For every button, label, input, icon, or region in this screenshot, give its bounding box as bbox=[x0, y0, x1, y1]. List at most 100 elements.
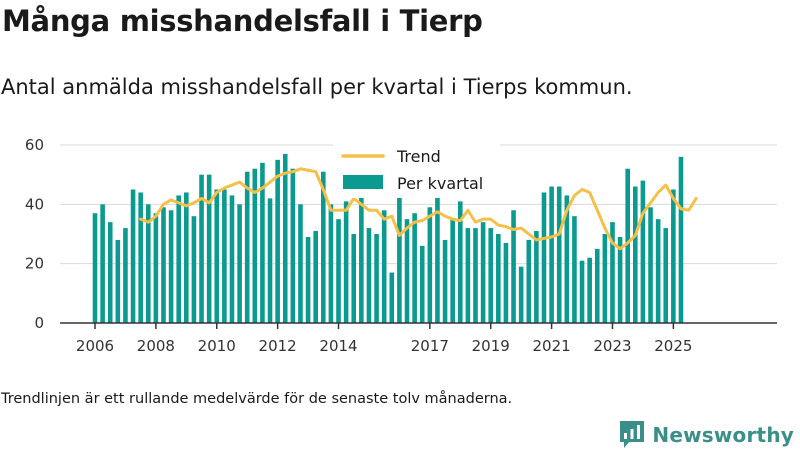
bar bbox=[214, 189, 220, 323]
quarterly-assault-chart: 0 20 40 60 2006 2008 2010 2012 2014 2017 2019 2021 2… bbox=[25, 136, 777, 355]
bar bbox=[655, 219, 661, 323]
bar bbox=[161, 207, 166, 323]
bar bbox=[168, 210, 174, 323]
bar bbox=[138, 192, 143, 323]
bar bbox=[404, 219, 410, 323]
bar bbox=[488, 228, 494, 323]
bar bbox=[298, 204, 303, 323]
bar bbox=[579, 260, 585, 323]
bar bbox=[222, 189, 227, 323]
bar bbox=[496, 234, 501, 323]
bar bbox=[321, 171, 326, 323]
bar bbox=[343, 201, 349, 323]
bar bbox=[678, 156, 684, 323]
bar bbox=[130, 189, 136, 323]
bar bbox=[282, 153, 288, 323]
bar bbox=[412, 213, 417, 323]
bar bbox=[572, 216, 577, 323]
bar bbox=[191, 216, 197, 323]
bar bbox=[435, 183, 440, 323]
bar bbox=[260, 162, 265, 323]
bar bbox=[480, 222, 486, 323]
bar bbox=[107, 222, 113, 323]
bar bbox=[663, 228, 669, 323]
trend-series bbox=[139, 167, 698, 251]
bar bbox=[328, 204, 334, 323]
x-tick-label: 2019 bbox=[472, 337, 510, 355]
bar bbox=[610, 222, 615, 323]
axes: 0 20 40 60 2006 2008 2010 2012 2014 2017 2019 2021 2… bbox=[25, 136, 777, 355]
bar bbox=[123, 228, 128, 323]
bar bbox=[313, 231, 318, 323]
bar bbox=[359, 183, 364, 323]
bar bbox=[549, 186, 554, 323]
bar bbox=[442, 239, 448, 323]
x-tick-label: 2014 bbox=[319, 337, 357, 355]
bar bbox=[419, 245, 425, 323]
bar bbox=[450, 219, 455, 323]
bar bbox=[290, 168, 296, 323]
newsworthy-logo-icon bbox=[620, 421, 645, 448]
bar bbox=[511, 210, 516, 323]
bar bbox=[237, 204, 242, 323]
y-tick-label: 20 bbox=[25, 255, 44, 273]
brand-name: Newsworthy bbox=[652, 422, 794, 447]
bar bbox=[115, 239, 121, 323]
x-tick-label: 2006 bbox=[76, 337, 114, 355]
bar bbox=[617, 236, 623, 323]
bar bbox=[427, 207, 433, 323]
brand-logo: Newsworthy bbox=[620, 421, 794, 448]
x-tick-label: 2023 bbox=[593, 337, 631, 355]
bar bbox=[526, 239, 532, 323]
bar bbox=[275, 159, 280, 323]
bar bbox=[100, 204, 105, 323]
x-tick-label: 2021 bbox=[533, 337, 571, 355]
bar bbox=[244, 171, 250, 323]
trend-line bbox=[139, 167, 698, 251]
bar bbox=[473, 228, 478, 323]
y-tick-label: 60 bbox=[25, 136, 44, 154]
bar bbox=[267, 198, 273, 323]
y-tick-label: 0 bbox=[34, 314, 44, 332]
bar bbox=[366, 228, 372, 323]
bar bbox=[602, 234, 608, 323]
bar bbox=[397, 189, 402, 323]
bar bbox=[541, 192, 547, 323]
bar bbox=[92, 213, 98, 323]
bar bbox=[336, 219, 341, 323]
bar bbox=[374, 234, 379, 323]
bar bbox=[145, 204, 151, 323]
bar bbox=[518, 266, 524, 323]
x-tick-label: 2012 bbox=[259, 337, 297, 355]
bar bbox=[625, 168, 630, 323]
bar bbox=[351, 234, 357, 323]
bar bbox=[633, 186, 638, 323]
bar bbox=[640, 180, 646, 323]
bar bbox=[305, 236, 311, 323]
y-tick-label: 40 bbox=[25, 195, 44, 213]
bar bbox=[153, 213, 159, 323]
bar bbox=[457, 201, 463, 323]
chart-title: Många misshandelsfall i Tierp bbox=[2, 4, 483, 38]
footnote: Trendlinjen är ett rullande medelvärde f… bbox=[1, 391, 513, 407]
bar bbox=[184, 192, 189, 323]
legend: Trend Per kvartal bbox=[333, 142, 500, 198]
bar bbox=[594, 248, 600, 323]
bar bbox=[176, 195, 182, 323]
bar bbox=[534, 231, 539, 323]
legend-bar-swatch bbox=[343, 175, 383, 189]
bar bbox=[381, 210, 387, 323]
x-tick-label: 2010 bbox=[198, 337, 236, 355]
chart-subtitle: Antal anmälda misshandelsfall per kvarta… bbox=[1, 75, 633, 99]
legend-bar-label: Per kvartal bbox=[397, 174, 483, 193]
bar bbox=[206, 174, 212, 323]
bar bbox=[503, 242, 509, 323]
bar bbox=[648, 207, 653, 323]
bar-series bbox=[92, 153, 684, 323]
bar bbox=[465, 228, 471, 323]
bar bbox=[252, 168, 258, 323]
x-tick-label: 2025 bbox=[654, 337, 692, 355]
bar bbox=[199, 174, 204, 323]
bar bbox=[389, 272, 395, 323]
bar bbox=[671, 189, 676, 323]
